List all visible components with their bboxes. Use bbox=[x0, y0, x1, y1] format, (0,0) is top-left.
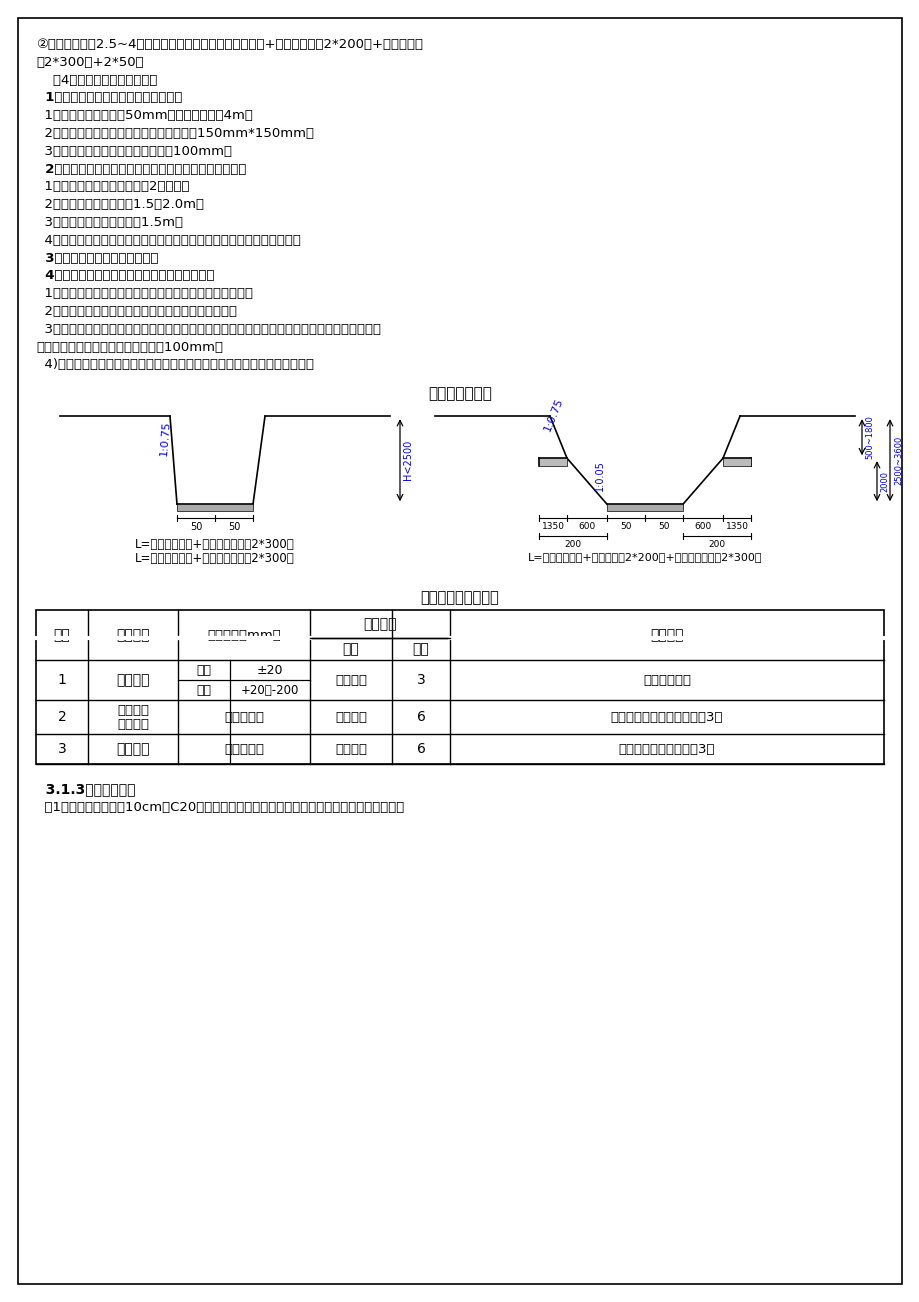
Text: 200: 200 bbox=[708, 540, 725, 549]
Text: 每侧宽度: 每侧宽度 bbox=[117, 717, 149, 730]
Text: 6: 6 bbox=[416, 742, 425, 756]
Text: L=排管断面宽度+支撑宽度（2*200）+工作面的宽度（2*300）: L=排管断面宽度+支撑宽度（2*200）+工作面的宽度（2*300） bbox=[528, 552, 762, 562]
Bar bbox=[607, 504, 682, 512]
Text: 1350: 1350 bbox=[541, 522, 564, 531]
Text: 1）撑板厚度不宜小于50mm，长度不宜小于4m；: 1）撑板厚度不宜小于50mm，长度不宜小于4m； bbox=[36, 109, 253, 122]
Text: 1350: 1350 bbox=[725, 522, 748, 531]
Bar bbox=[36, 611, 883, 764]
Text: 500~1800: 500~1800 bbox=[864, 415, 873, 460]
Text: 50: 50 bbox=[189, 522, 202, 533]
Text: 3）撑的垂直间距不宜小于1.5m；: 3）撑的垂直间距不宜小于1.5m； bbox=[36, 216, 183, 229]
Text: 检查项目: 检查项目 bbox=[116, 628, 150, 642]
Text: 沟槽开挖断面图: 沟槽开挖断面图 bbox=[427, 387, 492, 401]
Text: 4)承托翻土板的横撑必须加固，翻土板的铺设应平整，与横撑的连接牢固。: 4)承托翻土板的横撑必须加固，翻土板的铺设应平整，与横撑的连接牢固。 bbox=[36, 358, 313, 371]
Text: 两井之间: 两井之间 bbox=[335, 711, 367, 724]
Text: 1）每根横梁或纵梁不得小于2根横撑；: 1）每根横梁或纵梁不得小于2根横撑； bbox=[36, 181, 189, 194]
Text: （2*300）+2*50。: （2*300）+2*50。 bbox=[36, 56, 143, 69]
Text: 1:0.75: 1:0.75 bbox=[159, 421, 172, 456]
Bar bbox=[539, 458, 566, 466]
Bar bbox=[722, 458, 750, 466]
Text: 检查方法: 检查方法 bbox=[650, 628, 683, 642]
Text: 2、撑板支撑的横梁、纵梁和横撑布置应符合下列规定：: 2、撑板支撑的横梁、纵梁和横撑布置应符合下列规定： bbox=[36, 163, 246, 176]
Text: 6: 6 bbox=[416, 710, 425, 724]
Text: 2）横撑应水平，与横撑或纵梁垂直，且支紧、牢固；: 2）横撑应水平，与横撑或纵梁垂直，且支紧、牢固； bbox=[36, 305, 237, 318]
Text: （1）管道底板基础为10cm厚C20钢筋混凝土，为保证混凝土质量的稳定，采用商品混凝土罐: （1）管道底板基础为10cm厚C20钢筋混凝土，为保证混凝土质量的稳定，采用商品… bbox=[36, 801, 403, 814]
Text: 4、横梁、纵梁和横撑的安装应符合下列规定：: 4、横梁、纵梁和横撑的安装应符合下列规定： bbox=[36, 270, 214, 283]
Text: 土方: 土方 bbox=[197, 664, 211, 677]
Text: 允许偏差（mm）: 允许偏差（mm） bbox=[207, 629, 280, 642]
Text: 3: 3 bbox=[416, 673, 425, 687]
Text: 50: 50 bbox=[228, 522, 240, 533]
Text: 3）横撑宜为圆木，其梢径不宜小于100mm；: 3）横撑宜为圆木，其梢径不宜小于100mm； bbox=[36, 145, 232, 158]
Text: 两井之间: 两井之间 bbox=[335, 673, 367, 686]
Text: 槽底高程: 槽底高程 bbox=[116, 673, 150, 687]
Text: 序号: 序号 bbox=[53, 628, 70, 642]
Text: ②当沟槽深度为2.5~4米时，其沟底宽度应为排管断面宽度+支撑的宽度（2*200）+工作面宽度: ②当沟槽深度为2.5~4米时，其沟底宽度应为排管断面宽度+支撑的宽度（2*200… bbox=[36, 38, 423, 51]
Text: 石方: 石方 bbox=[197, 684, 211, 697]
Text: 1、木撑板构件规格应符合下列规定：: 1、木撑板构件规格应符合下列规定： bbox=[36, 91, 182, 104]
Text: 2: 2 bbox=[58, 710, 66, 724]
Text: 2000: 2000 bbox=[879, 471, 888, 492]
Text: 3、撑板支撑应随挖土及时安装: 3、撑板支撑应随挖土及时安装 bbox=[36, 251, 158, 264]
Text: 点数: 点数 bbox=[413, 642, 429, 656]
Text: 600: 600 bbox=[578, 522, 595, 531]
Text: 1）横梁应水平，纵梁应垂直，且与撑板密贴，连接牢固；: 1）横梁应水平，纵梁应垂直，且与撑板密贴，连接牢固； bbox=[36, 288, 253, 301]
Text: 不陡于规定: 不陡于规定 bbox=[223, 742, 264, 755]
Text: 不小于规定: 不小于规定 bbox=[223, 711, 264, 724]
Text: 1: 1 bbox=[58, 673, 66, 687]
Text: 1:0.75: 1:0.75 bbox=[541, 397, 564, 434]
Text: 检查数量: 检查数量 bbox=[363, 617, 396, 631]
Text: 50: 50 bbox=[657, 522, 669, 531]
Text: 沟槽边坡: 沟槽边坡 bbox=[116, 742, 150, 756]
Text: 两井之间: 两井之间 bbox=[335, 742, 367, 755]
Text: 用坡度尺量测，每侧计3点: 用坡度尺量测，每侧计3点 bbox=[618, 742, 714, 755]
Text: ±20: ±20 bbox=[256, 664, 283, 677]
Text: 上面的撑板下缘距管道顶面不宜小于100mm；: 上面的撑板下缘距管道顶面不宜小于100mm； bbox=[36, 341, 222, 354]
Text: 槽底中线: 槽底中线 bbox=[117, 703, 149, 716]
Text: 用水准仪测量: 用水准仪测量 bbox=[642, 673, 690, 686]
Text: 3）采用横排撑板支撑，遇有柔性管道横穿沟槽时，管道下面的撑板上缘应紧贴管道安装；管道: 3）采用横排撑板支撑，遇有柔性管道横穿沟槽时，管道下面的撑板上缘应紧贴管道安装；… bbox=[36, 323, 380, 336]
Text: 1:0.05: 1:0.05 bbox=[595, 460, 605, 491]
Text: 4）横撑影响下管时，应有相应的替撑措施或采用其他有效的支撑结构；: 4）横撑影响下管时，应有相应的替撑措施或采用其他有效的支撑结构； bbox=[36, 234, 301, 247]
Text: +20、-200: +20、-200 bbox=[241, 684, 299, 697]
Text: L=排管断面宽度+工作面的宽度（2*300）: L=排管断面宽度+工作面的宽度（2*300） bbox=[135, 538, 295, 551]
Bar bbox=[176, 504, 253, 512]
Text: 2）横撑的水平间距宜为1.5～2.0m；: 2）横撑的水平间距宜为1.5～2.0m； bbox=[36, 198, 204, 211]
Text: 2）横梁或纵梁宜为方木，其断面不宜小于150mm*150mm；: 2）横梁或纵梁宜为方木，其断面不宜小于150mm*150mm； bbox=[36, 128, 313, 141]
Text: L=排管断面宽度+工作面的宽度（2*300）: L=排管断面宽度+工作面的宽度（2*300） bbox=[135, 552, 295, 565]
Text: 范围: 范围 bbox=[342, 642, 359, 656]
Text: 600: 600 bbox=[694, 522, 711, 531]
Text: 200: 200 bbox=[564, 540, 581, 549]
Text: （4）支护应符合以下规定：: （4）支护应符合以下规定： bbox=[36, 74, 157, 87]
Text: 3.1.3底板基础施工: 3.1.3底板基础施工 bbox=[36, 783, 135, 797]
Text: 沟槽开挖的允许偏差: 沟槽开挖的允许偏差 bbox=[420, 590, 499, 605]
Text: H<2500: H<2500 bbox=[403, 440, 413, 480]
Text: 3: 3 bbox=[58, 742, 66, 756]
Text: 2500~3600: 2500~3600 bbox=[893, 436, 902, 484]
Text: 挂中线用钢尺量测，每侧计3点: 挂中线用钢尺量测，每侧计3点 bbox=[610, 711, 722, 724]
Text: 50: 50 bbox=[619, 522, 631, 531]
